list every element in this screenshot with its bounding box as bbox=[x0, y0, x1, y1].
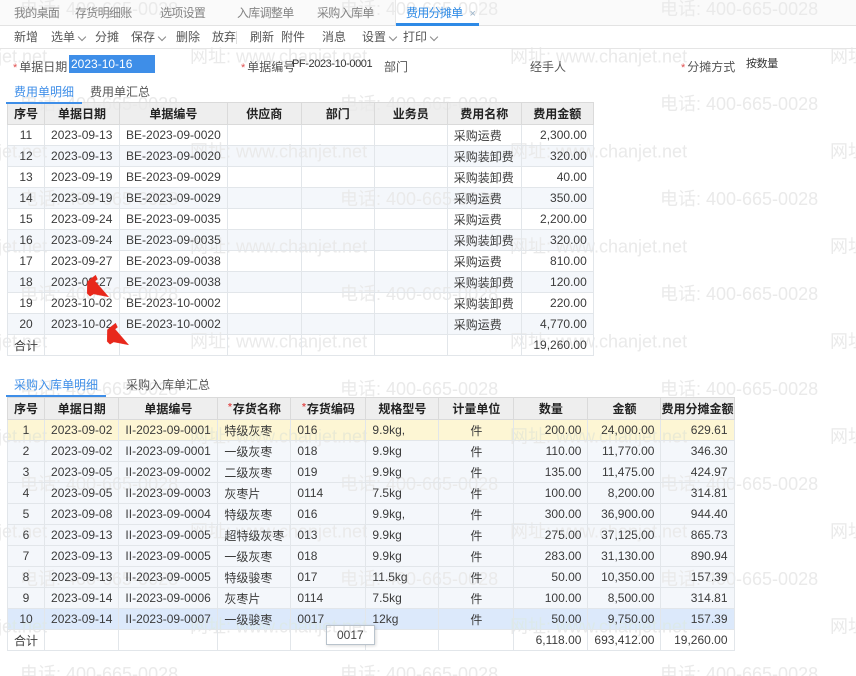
svg-text:电话: 400-665-0028: 电话: 400-665-0028 bbox=[660, 189, 818, 209]
svg-text:网址: www.chanjet.net: 网址: www.chanjet.net bbox=[830, 237, 856, 257]
svg-text:电话: 400-665-0028: 电话: 400-665-0028 bbox=[660, 664, 818, 676]
svg-text:网址: www.chanjet.net: 网址: www.chanjet.net bbox=[830, 522, 856, 542]
svg-text:网址: www.chanjet.net: 网址: www.chanjet.net bbox=[830, 142, 856, 162]
svg-text:电话: 400-665-0028: 电话: 400-665-0028 bbox=[20, 664, 178, 676]
svg-text:网址: www.chanjet.net: 网址: www.chanjet.net bbox=[830, 617, 856, 637]
svg-text:网址: www.chanjet.net: 网址: www.chanjet.net bbox=[830, 427, 856, 447]
svg-text:网址: www.chanjet.net: 网址: www.chanjet.net bbox=[830, 332, 856, 352]
svg-text:电话: 400-665-0028: 电话: 400-665-0028 bbox=[660, 284, 818, 304]
svg-text:电话: 400-665-0028: 电话: 400-665-0028 bbox=[340, 664, 498, 676]
